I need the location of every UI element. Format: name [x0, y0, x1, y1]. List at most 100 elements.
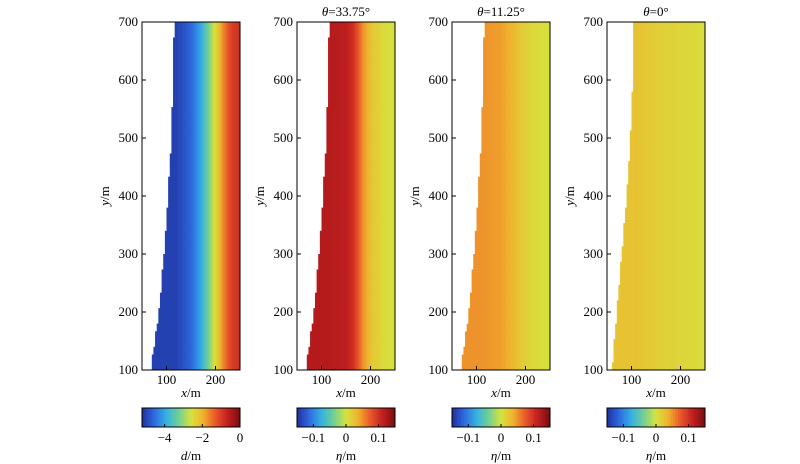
- heatmap-cell: [390, 145, 393, 155]
- heatmap-cell: [179, 138, 182, 147]
- colorbar-step: [372, 408, 376, 427]
- heatmap-cell: [207, 184, 210, 193]
- heatmap-cell: [223, 331, 226, 340]
- heatmap-cell: [360, 362, 363, 370]
- colorbar-step: [346, 408, 349, 427]
- heatmap-cell: [213, 168, 217, 178]
- heatmap-cell: [372, 168, 375, 178]
- heatmap-cell: [187, 315, 190, 325]
- heatmap-cell: [186, 362, 189, 370]
- heatmap-cell: [323, 269, 326, 278]
- heatmap-cell: [347, 99, 350, 108]
- heatmap-cell: [381, 246, 385, 255]
- heatmap-cell: [195, 130, 199, 139]
- heatmap-cell: [220, 99, 223, 108]
- heatmap-cell: [207, 168, 210, 178]
- heatmap-cell: [189, 29, 192, 39]
- heatmap-cell: [222, 114, 225, 124]
- heatmap-cell: [220, 60, 223, 69]
- heatmap-cell: [383, 114, 386, 124]
- heatmap-cell: [339, 130, 342, 139]
- heatmap-cell: [184, 91, 187, 100]
- heatmap-cell: [352, 292, 355, 301]
- heatmap-cell: [215, 323, 218, 332]
- heatmap-cell: [365, 238, 368, 247]
- heatmap-cell: [233, 99, 236, 108]
- heatmap-cell: [349, 261, 352, 271]
- heatmap-cell: [339, 107, 342, 116]
- heatmap-cell: [189, 199, 192, 209]
- heatmap-cell: [334, 215, 337, 224]
- heatmap-cell: [189, 130, 192, 139]
- heatmap-cell: [381, 315, 385, 325]
- heatmap-cell: [174, 22, 177, 31]
- heatmap-cell: [194, 207, 197, 216]
- heatmap-cell: [176, 52, 179, 62]
- heatmap-cell: [174, 207, 177, 216]
- heatmap-cell: [357, 130, 360, 139]
- heatmap-cell: [486, 284, 489, 294]
- heatmap-cell: [161, 339, 164, 348]
- heatmap-cell: [161, 315, 164, 325]
- heatmap-cell: [205, 114, 208, 124]
- heatmap-cell: [518, 277, 522, 286]
- heatmap-cell: [494, 261, 497, 271]
- heatmap-cell: [373, 207, 376, 216]
- heatmap-cell: [383, 362, 386, 370]
- heatmap-cell: [163, 284, 166, 294]
- heatmap-cell: [357, 153, 360, 162]
- heatmap-cell: [383, 261, 386, 271]
- heatmap-cell: [195, 300, 199, 309]
- heatmap-cell: [337, 292, 341, 301]
- heatmap-cell: [319, 339, 323, 348]
- heatmap-cell: [341, 238, 344, 247]
- heatmap-cell: [236, 354, 239, 363]
- heatmap-cell: [176, 29, 179, 39]
- heatmap-cell: [378, 130, 381, 139]
- heatmap-cell: [212, 230, 215, 240]
- heatmap-cell: [236, 277, 239, 286]
- heatmap-cell: [341, 60, 344, 69]
- heatmap-cell: [208, 199, 212, 209]
- heatmap-cell: [210, 52, 213, 62]
- heatmap-cell: [233, 130, 236, 139]
- heatmap-cell: [337, 22, 341, 31]
- heatmap-cell: [372, 99, 375, 108]
- heatmap-cell: [507, 254, 510, 263]
- heatmap-cell: [192, 238, 195, 247]
- heatmap-cell: [212, 176, 215, 185]
- heatmap-cell: [535, 261, 538, 271]
- heatmap-cell: [483, 339, 486, 348]
- colorbar-step: [363, 408, 367, 427]
- heatmap-field: [461, 22, 550, 370]
- heatmap-cell: [380, 122, 383, 131]
- heatmap-cell: [323, 254, 326, 263]
- heatmap-cell: [346, 277, 349, 286]
- heatmap-cell: [197, 52, 200, 62]
- heatmap-cell: [184, 362, 187, 370]
- heatmap-cell: [179, 277, 182, 286]
- heatmap-cell: [235, 215, 238, 224]
- heatmap-cell: [341, 168, 344, 178]
- heatmap-cell: [186, 45, 189, 54]
- heatmap-cell: [346, 261, 349, 271]
- heatmap-cell: [194, 130, 197, 139]
- heatmap-cell: [321, 215, 324, 224]
- heatmap-cell: [372, 153, 375, 162]
- heatmap-cell: [365, 215, 368, 224]
- heatmap-cell: [336, 215, 339, 224]
- heatmap-cell: [238, 339, 240, 348]
- heatmap-cell: [515, 354, 518, 363]
- heatmap-cell: [181, 99, 184, 108]
- heatmap-cell: [217, 122, 220, 131]
- heatmap-cell: [223, 254, 226, 263]
- heatmap-cell: [350, 68, 354, 77]
- heatmap-cell: [354, 168, 357, 178]
- colorbar-label: d/m: [181, 448, 201, 463]
- heatmap-cell: [205, 354, 208, 363]
- heatmap-cell: [208, 308, 212, 317]
- heatmap-cell: [163, 254, 166, 263]
- heatmap-cell: [225, 238, 228, 247]
- heatmap-cell: [496, 277, 499, 286]
- heatmap-cell: [236, 238, 239, 247]
